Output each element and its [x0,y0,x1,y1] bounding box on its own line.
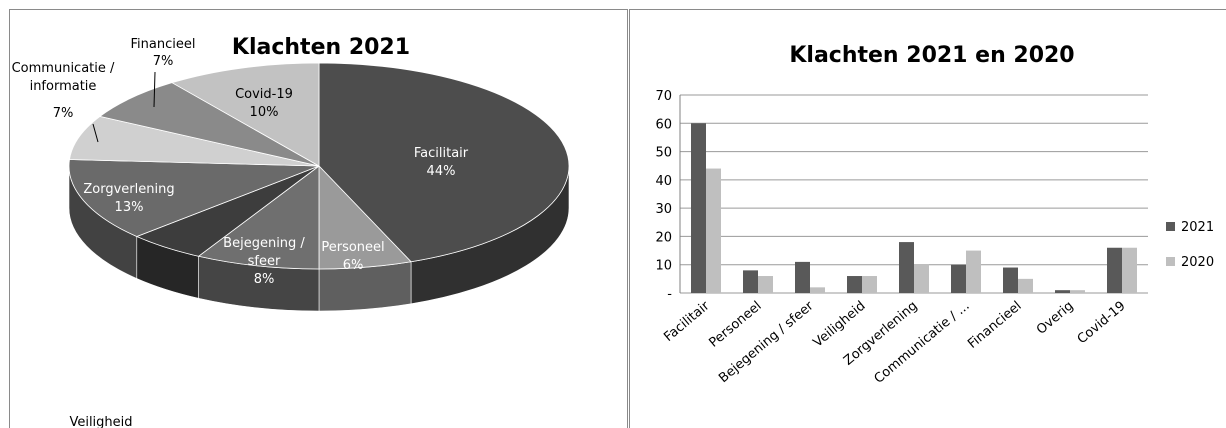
bar-2020-6 [1018,278,1033,293]
y-tick-label: - [667,287,672,302]
x-tick-label: Financieel [965,299,1024,352]
pie-label-0: Facilitair [414,146,469,161]
bar-2020-4 [914,264,929,293]
legend-label-2020: 2020 [1181,255,1214,270]
pie-percent-1: 6% [343,258,364,273]
pie-slice-4 [68,159,320,237]
legend-label-2021: 2021 [1181,220,1214,235]
bar-2021-0 [691,123,706,294]
pie-percent-7: 10% [250,105,279,120]
bar-2021-7 [1055,290,1070,293]
x-tick-label: Facilitair [661,298,713,345]
bar-chart-panel: Klachten 2021 en 2020 - 10 20 30 40 50 60 70 Fac… [629,9,1226,428]
bar-2020-5 [966,250,981,293]
bar-2021-6 [1003,267,1018,293]
bar-2020-0 [706,168,721,293]
pie-labels: Facilitair 44% Personeel 6% Bejegening / sfee… [12,37,469,428]
pie-label-5: Communicatie / [12,61,115,76]
pie-slice-0 [318,62,570,263]
y-tick-label: 10 [655,259,672,274]
bar-2021-5 [951,264,966,293]
pie-slice-2 [197,165,320,270]
legend-swatch-2021 [1166,222,1175,231]
pie-leader-5 [92,123,99,143]
bar-2020-2 [810,287,825,293]
pie-slice-5 [69,115,320,167]
y-tick-label: 40 [655,174,672,189]
bar-chart: Klachten 2021 en 2020 - 10 20 30 40 50 60 70 Fac… [655,43,1214,387]
bar-2020-1 [758,276,773,293]
pie-percent-2: 8% [254,272,275,287]
legend: 2021 2020 [1166,220,1214,270]
pie-slice-6 [98,82,320,167]
bar-2021-3 [847,276,862,293]
bar-2020-8 [1122,247,1137,293]
pie-chart: Klachten 2021 Facilitair 44% Personeel 6% Be… [12,35,570,428]
x-tick-label: Bejegening / sfeer [716,298,817,386]
pie-label-7: Covid-19 [235,87,293,102]
bar-2021-4 [899,242,914,293]
pie-label-1: Personeel [321,240,384,255]
pie-percent-0: 44% [427,164,456,179]
bar-2020-7 [1070,290,1085,293]
pie-leader-6 [153,71,156,108]
bar-chart-title: Klachten 2021 en 2020 [789,43,1074,68]
pie-slice-7 [171,62,320,167]
pie-label-5: informatie [30,79,97,94]
bar-2021-1 [743,270,758,293]
pie-label-2: sfeer [248,254,281,269]
y-tick-label: 30 [655,202,672,217]
y-tick-label: 20 [655,230,672,245]
pie-label-3: Veiligheid [69,415,132,428]
pie-label-2: Bejegening / [223,236,305,251]
x-tick-label: Covid-19 [1075,299,1129,348]
bars [691,123,1137,294]
pie-top [68,62,570,270]
x-tick-label: Communicatie / ... [872,299,973,387]
bar-2021-2 [795,261,810,293]
pie-chart-panel: Klachten 2021 Facilitair 44% Personeel 6% Be… [9,9,628,428]
pie-sides [68,165,570,312]
legend-swatch-2020 [1166,257,1175,266]
pie-label-4: Zorgverlening [83,182,174,197]
pie-percent-4: 13% [115,200,144,215]
bar-2021-8 [1107,247,1122,293]
bar-2020-3 [862,276,877,293]
pie-percent-6: 7% [153,54,174,69]
y-tick-label: 70 [655,89,672,104]
pie-label-6: Financieel [131,37,196,52]
pie-chart-title: Klachten 2021 [232,35,410,60]
x-tick-label: Overig [1034,299,1077,338]
y-tick-label: 60 [655,117,672,132]
y-tick-label: 50 [655,146,672,161]
pie-percent-5: 7% [53,106,74,121]
